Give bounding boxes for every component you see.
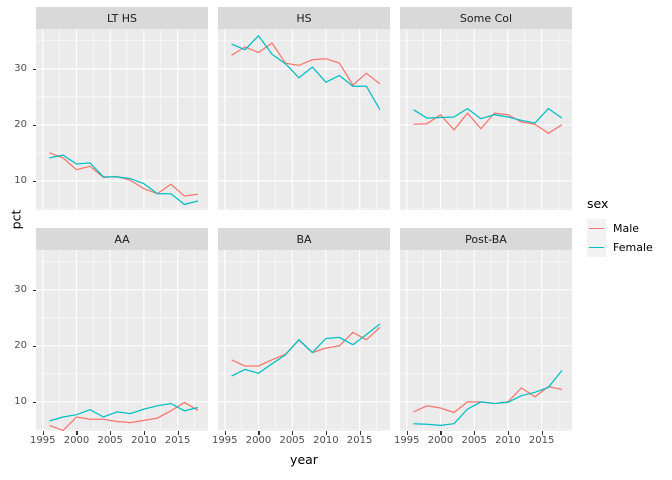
facet-hs: HS <box>218 7 390 210</box>
panel-canvas <box>400 250 572 431</box>
facet-strip: LT HS <box>36 7 208 29</box>
legend-entry-male: Male <box>587 219 653 238</box>
facet-strip-label: AA <box>114 232 130 246</box>
facet-strip: BA <box>218 228 390 250</box>
y-tick-label: 20 <box>14 339 27 351</box>
legend-label-female: Female <box>613 241 653 254</box>
facet-strip-label: BA <box>296 232 312 246</box>
x-tick-label: 2010 <box>313 435 339 446</box>
facet-ba: BA 1995 2000 2005 2010 2015 <box>212 228 390 446</box>
x-tick-label: 2015 <box>346 435 373 446</box>
facet-strip-label: Post-BA <box>465 232 507 246</box>
panel-canvas <box>36 250 208 431</box>
y-tick-mark <box>32 345 36 347</box>
panel-canvas <box>400 29 572 210</box>
series-line-female <box>413 107 563 124</box>
x-tick-label: 1995 <box>30 435 56 446</box>
x-tick-label: 2005 <box>461 435 487 446</box>
x-tick-mark <box>359 431 361 435</box>
x-tick-mark <box>325 431 327 435</box>
x-tick-label: 2015 <box>164 435 191 446</box>
facet-panel <box>36 250 208 431</box>
x-tick-label: 2010 <box>131 435 157 446</box>
series-line-male <box>231 42 381 86</box>
facet-panel <box>218 250 390 431</box>
facet-aa: AA 10 20 30 1995 2000 2005 2010 2015 <box>14 228 208 446</box>
series-line-female <box>49 402 199 422</box>
x-tick-mark <box>110 431 112 435</box>
panel-canvas <box>218 250 390 431</box>
x-tick-mark <box>292 431 294 435</box>
y-tick-mark <box>32 68 36 70</box>
legend-key-male <box>587 219 606 238</box>
legend-key-female <box>587 238 606 257</box>
x-tick-mark <box>143 431 145 435</box>
x-tick-label: 2000 <box>427 435 454 446</box>
female-line-swatch <box>589 246 604 248</box>
y-tick-label: 10 <box>14 174 27 186</box>
x-tick-label: 2005 <box>97 435 123 446</box>
x-tick-mark <box>258 431 260 435</box>
y-tick-label: 30 <box>14 283 27 295</box>
y-tick-mark <box>32 401 36 403</box>
series-line-female <box>49 154 199 206</box>
male-line-swatch <box>589 227 604 229</box>
series-line-male <box>49 401 199 431</box>
facet-strip: HS <box>218 7 390 29</box>
facet-panel <box>36 29 208 210</box>
y-tick-mark <box>32 289 36 291</box>
x-tick-mark <box>541 431 543 435</box>
panel-canvas <box>218 29 390 210</box>
x-tick-mark <box>76 431 78 435</box>
series-line-female <box>413 370 563 427</box>
facet-panel <box>400 250 572 431</box>
x-tick-label: 2010 <box>495 435 521 446</box>
facet-some-col: Some Col <box>400 7 572 210</box>
series-line-female <box>231 323 381 377</box>
y-tick-label: 20 <box>14 118 27 130</box>
y-tick-label: 30 <box>14 62 27 74</box>
x-tick-label: 2000 <box>63 435 90 446</box>
legend-label-male: Male <box>613 222 640 235</box>
x-tick-label: 1995 <box>212 435 238 446</box>
x-tick-mark <box>507 431 509 435</box>
facet-post-ba: Post-BA 1995 2000 2005 2010 2015 <box>394 228 572 446</box>
x-tick-label: 2000 <box>245 435 272 446</box>
facet-panel <box>218 29 390 210</box>
x-tick-label: 2015 <box>528 435 555 446</box>
x-axis-title: year <box>290 452 318 467</box>
y-tick-label: 10 <box>14 395 27 407</box>
series-line-female <box>231 34 381 111</box>
series-line-male <box>413 112 563 134</box>
facet-panel <box>400 29 572 210</box>
facet-lt-hs: LT HS 10 20 30 <box>14 7 208 210</box>
x-tick-mark <box>474 431 476 435</box>
facet-strip: Post-BA <box>400 228 572 250</box>
x-tick-mark <box>42 431 44 435</box>
x-tick-mark <box>440 431 442 435</box>
facet-strip: Some Col <box>400 7 572 29</box>
facet-strip-label: Some Col <box>459 11 513 25</box>
series-line-male <box>49 152 198 197</box>
facet-strip-label: LT HS <box>106 11 138 25</box>
y-tick-mark <box>32 180 36 182</box>
legend: sex Male Female <box>587 196 653 257</box>
panel-canvas <box>36 29 208 210</box>
x-tick-mark <box>406 431 408 435</box>
y-tick-mark <box>32 124 36 126</box>
x-tick-mark <box>177 431 179 435</box>
facet-strip: AA <box>36 228 208 250</box>
x-tick-label: 1995 <box>394 435 420 446</box>
facet-grid: LT HS 10 20 30 HS Some Col AA 10 20 30 1995 20… <box>14 7 572 446</box>
x-tick-label: 2005 <box>279 435 305 446</box>
legend-title: sex <box>587 196 609 211</box>
legend-entry-female: Female <box>587 238 653 257</box>
x-tick-mark <box>224 431 226 435</box>
facet-strip-label: HS <box>296 11 312 25</box>
